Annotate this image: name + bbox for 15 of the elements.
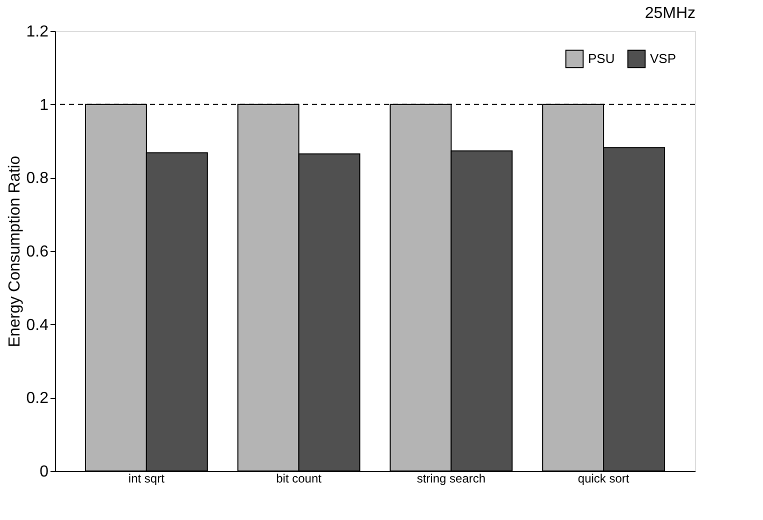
legend-label: VSP [650,50,676,66]
x-tick-label: int sqrt [128,472,166,486]
x-tick-label: bit count [276,472,322,486]
y-axis-title: Energy Consumption Ratio [6,156,24,348]
x-tick-label: quick sort [578,472,630,486]
y-tick-label: 0.4 [26,316,49,334]
y-tick-label: 0.8 [26,170,49,188]
y-tick-label: 1 [40,96,49,114]
x-tick-label: string search [416,472,486,486]
y-tick-label: 0.6 [26,244,49,260]
y-tick-label: 1.2 [26,24,49,40]
y-tick-label: 0.2 [26,390,49,408]
legend-label: PSU [588,50,615,66]
chart-title: 25MHz [644,5,696,22]
y-tick-label: 0 [40,464,49,480]
